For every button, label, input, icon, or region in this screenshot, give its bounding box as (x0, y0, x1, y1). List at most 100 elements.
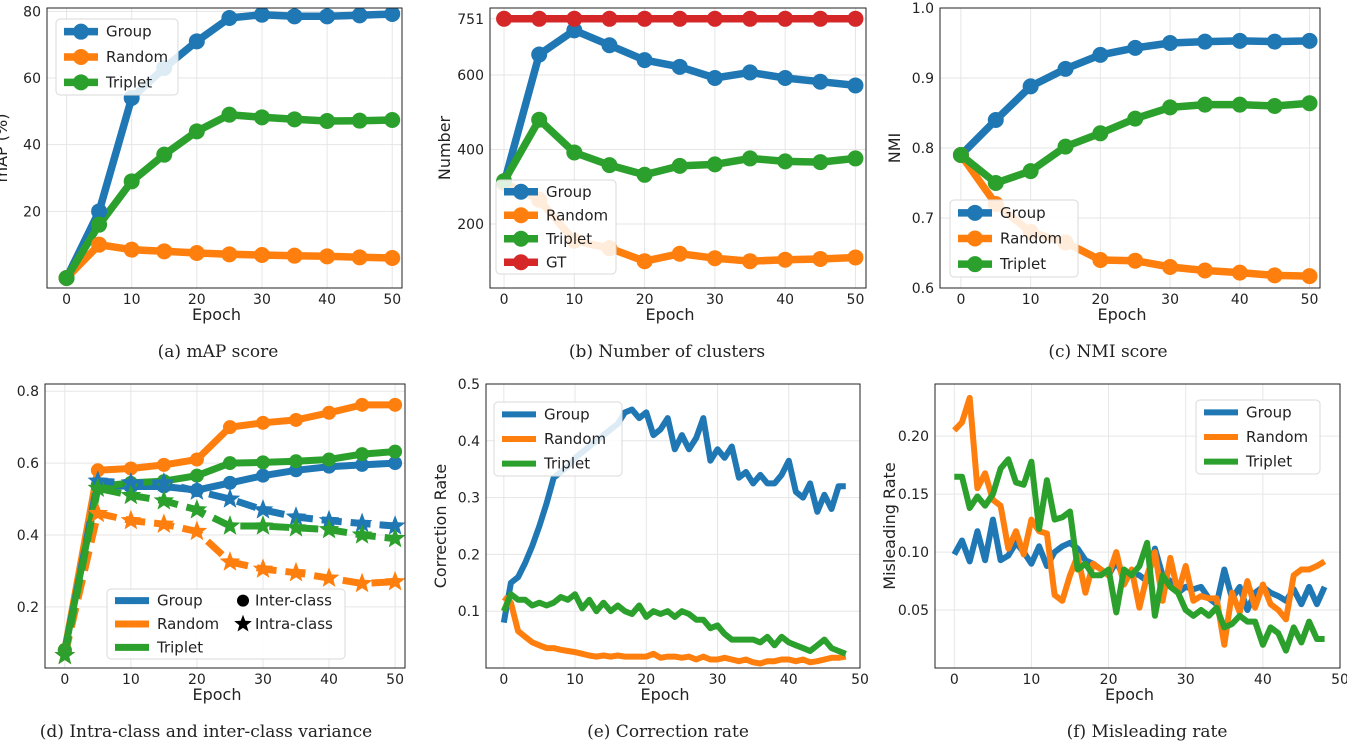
data-point-gt (847, 10, 864, 27)
data-point-random (355, 397, 370, 412)
plot-area (951, 394, 1328, 654)
data-point-random (188, 245, 205, 261)
x-tick-label: 50 (1331, 672, 1347, 688)
chart-caption: (d) Intra-class and inter-class variance (40, 722, 372, 741)
data-point-random (812, 250, 829, 267)
data-point-triplet (120, 484, 142, 505)
data-point-random (253, 247, 270, 263)
legend-label: Group (1000, 204, 1046, 222)
series-line-triplet (954, 456, 1325, 654)
y-tick-label: 0.8 (17, 384, 39, 400)
data-point-triplet (777, 153, 794, 170)
data-point-triplet (987, 175, 1004, 191)
data-point-group (671, 58, 688, 75)
data-point-triplet (351, 112, 368, 129)
legend-marker (513, 254, 529, 271)
y-tick-label: 0.05 (898, 603, 929, 619)
legend-label: Group (157, 592, 203, 610)
x-tick-label: 30 (1177, 672, 1195, 688)
legend-marker (967, 230, 983, 247)
legend-label: Inter-class (255, 592, 332, 610)
plot-area (496, 10, 864, 270)
x-tick-label: 20 (637, 672, 655, 688)
x-tick-label: 0 (500, 292, 509, 308)
data-point-triplet (156, 146, 173, 163)
data-point-triplet (636, 166, 653, 183)
y-tick-label: 0.5 (458, 377, 480, 393)
y-tick-label: 0.9 (912, 71, 934, 87)
data-point-group (847, 77, 864, 94)
x-tick-label: 10 (1023, 672, 1041, 688)
legend-label: Random (546, 206, 608, 224)
data-point-random (636, 253, 653, 270)
x-tick-label: 30 (253, 292, 271, 308)
data-point-group (285, 506, 307, 526)
data-point-triplet (255, 455, 270, 470)
data-point-random (671, 245, 688, 262)
data-point-triplet (123, 173, 140, 190)
legend-label: Intra-class (255, 615, 333, 633)
x-axis-label: Epoch (641, 685, 690, 704)
data-point-triplet (1301, 95, 1318, 112)
y-axis-label: Correction Rate (431, 464, 450, 589)
chart-caption: (a) mAP score (158, 342, 279, 362)
data-point-random (1162, 259, 1179, 275)
data-point-random (847, 249, 864, 266)
data-point-group (221, 10, 238, 26)
y-tick-label: 0.1 (458, 604, 480, 620)
data-point-random (87, 502, 109, 523)
data-point-group (742, 64, 759, 81)
legend-box (106, 588, 346, 660)
legend-label: Group (546, 183, 592, 201)
x-tick-label: 50 (847, 292, 865, 308)
data-point-triplet (671, 157, 688, 174)
data-point-random (189, 452, 204, 467)
y-tick-label: 751 (457, 12, 484, 28)
data-point-triplet (189, 468, 204, 483)
legend-label: GT (546, 253, 567, 271)
data-point-random (384, 250, 401, 266)
data-point-group (601, 37, 618, 54)
chart-caption: (b) Number of clusters (569, 342, 765, 362)
y-axis-label: NMI (885, 133, 904, 164)
chart-b: 0 10 20 30 40 50 200 400 600 751 Epoch Number Group R… (435, 7, 867, 362)
legend-label: Group (544, 405, 590, 423)
legend-marker (513, 230, 529, 247)
legend-label: Random (1000, 230, 1062, 248)
data-point-group (1022, 78, 1039, 95)
x-tick-label: 50 (383, 292, 401, 308)
plot-frame (44, 383, 406, 669)
data-point-gt (706, 10, 723, 27)
data-point-group (987, 112, 1004, 128)
data-point-group (1162, 35, 1179, 51)
x-tick-label: 0 (950, 672, 959, 688)
data-point-random (1092, 252, 1109, 268)
legend-marker (73, 23, 89, 40)
data-point-group (351, 512, 373, 533)
data-point-triplet (812, 154, 829, 171)
data-point-random (742, 253, 759, 270)
data-point-gt (671, 10, 688, 27)
data-point-group (222, 475, 237, 490)
data-point-triplet (1022, 163, 1039, 180)
chart-e: 0 10 20 30 40 50 0.1 0.2 0.3 0.4 0.5 Epoch Correctio… (431, 377, 869, 741)
data-point-gt (601, 10, 618, 27)
legend-marker-circle (237, 594, 249, 607)
data-point-group (91, 203, 108, 220)
data-point-random (255, 415, 270, 430)
y-tick-label: 60 (23, 71, 41, 87)
data-point-random (123, 241, 140, 258)
y-tick-label: 80 (23, 4, 41, 20)
data-point-random (286, 247, 303, 264)
plot-area (54, 397, 405, 665)
data-point-random (156, 457, 171, 472)
x-axis-label: Epoch (1098, 305, 1147, 324)
data-point-random (1196, 262, 1213, 279)
series-line-group (958, 37, 1310, 158)
data-point-group (120, 472, 142, 492)
data-point-group (531, 46, 548, 63)
data-point-group (252, 499, 274, 519)
y-tick-label: 0.20 (898, 429, 929, 445)
data-point-random (1231, 264, 1248, 281)
